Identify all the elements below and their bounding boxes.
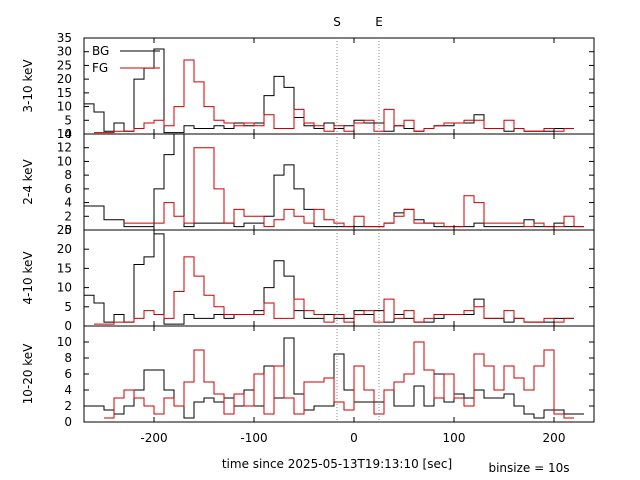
y-tick-label: 6 bbox=[64, 182, 72, 196]
panel-frame bbox=[83, 37, 595, 135]
x-tick-label: -100 bbox=[240, 431, 267, 445]
y-tick-label: 2 bbox=[64, 209, 72, 223]
y-tick-label: 2 bbox=[64, 399, 72, 413]
y-tick-label: 10 bbox=[57, 154, 72, 168]
y-tick-label: 6 bbox=[64, 367, 72, 381]
marker-label: S bbox=[333, 15, 341, 29]
x-tick-label: 100 bbox=[443, 431, 466, 445]
y-tick-label: 35 bbox=[57, 31, 72, 45]
x-axis-label: time since 2025-05-13T19:13:10 [sec] bbox=[222, 457, 452, 471]
y-tick-label: 4 bbox=[64, 383, 72, 397]
bg-histogram-2 bbox=[84, 133, 584, 228]
y-tick-label: 25 bbox=[57, 223, 72, 237]
y-tick-label: 8 bbox=[64, 168, 72, 182]
y-tick-label: 20 bbox=[57, 242, 72, 256]
marker-label: E bbox=[375, 15, 383, 29]
y-tick-label: 30 bbox=[57, 45, 72, 59]
fg-histogram-2 bbox=[124, 147, 584, 228]
y-tick-label: 5 bbox=[64, 300, 72, 314]
y-tick-label: 14 bbox=[57, 127, 72, 141]
fg-histogram-4 bbox=[104, 341, 574, 419]
y-tick-label: 5 bbox=[64, 113, 72, 127]
y-axis-label: 4-10 keV bbox=[21, 251, 35, 305]
y-tick-label: 15 bbox=[57, 261, 72, 275]
panel-frame bbox=[83, 229, 595, 327]
x-tick-label: -200 bbox=[140, 431, 167, 445]
legend-label: BG bbox=[92, 44, 109, 58]
y-tick-label: 8 bbox=[64, 351, 72, 365]
y-tick-label: 0 bbox=[64, 415, 72, 429]
y-tick-label: 4 bbox=[64, 196, 72, 210]
y-tick-label: 0 bbox=[64, 223, 72, 237]
y-tick-label: 0 bbox=[64, 127, 72, 141]
panel-10-20-keV: 0 2 4 6 8 10 10-20 keV bbox=[21, 325, 595, 429]
y-tick-label: 12 bbox=[57, 141, 72, 155]
x-tick-label: 200 bbox=[543, 431, 566, 445]
y-axis-label: 3-10 keV bbox=[21, 59, 35, 113]
panel-frame bbox=[83, 133, 595, 231]
y-tick-label: 20 bbox=[57, 72, 72, 86]
y-tick-label: 10 bbox=[57, 100, 72, 114]
panel-4-10-keV: 0 5 10 15 20 25 4-10 keV bbox=[21, 223, 595, 333]
y-tick-label: 10 bbox=[57, 335, 72, 349]
fg-histogram-1 bbox=[94, 59, 574, 134]
y-tick-label: 25 bbox=[57, 58, 72, 72]
y-tick-label: 0 bbox=[64, 319, 72, 333]
y-axis-label: 2-4 keV bbox=[21, 158, 35, 204]
bg-histogram-1 bbox=[84, 48, 574, 134]
legend-label: FG bbox=[92, 61, 108, 75]
y-tick-label: 15 bbox=[57, 86, 72, 100]
panel-frame bbox=[83, 325, 595, 423]
binsize-label: binsize = 10s bbox=[488, 461, 569, 475]
y-tick-label: 10 bbox=[57, 281, 72, 295]
x-tick-label: 0 bbox=[350, 431, 358, 445]
legend: BG FG bbox=[92, 44, 160, 75]
bg-histogram-3 bbox=[84, 233, 574, 325]
y-axis-label: 10-20 keV bbox=[21, 343, 35, 405]
fg-histogram-3 bbox=[94, 256, 574, 325]
